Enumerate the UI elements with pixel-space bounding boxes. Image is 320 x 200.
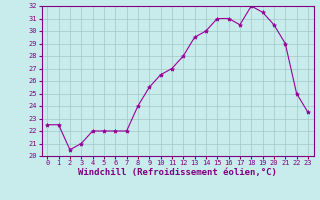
X-axis label: Windchill (Refroidissement éolien,°C): Windchill (Refroidissement éolien,°C) xyxy=(78,168,277,177)
